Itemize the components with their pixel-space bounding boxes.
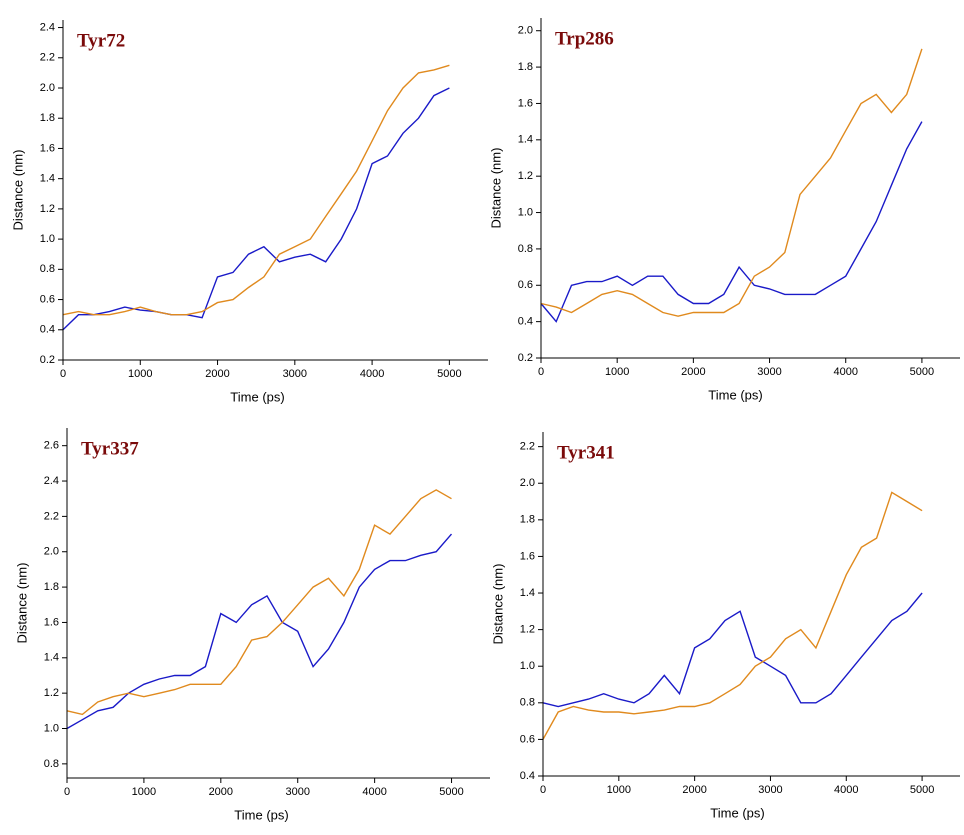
y-tick-label: 1.8	[44, 581, 59, 593]
x-tick-label: 4000	[833, 366, 857, 378]
x-tick-label: 4000	[834, 784, 858, 796]
x-tick-label: 5000	[439, 786, 463, 798]
panel: 0 1000 2000 3000 4000 5000 0.4 0.6 0.8 1.0 1.2 1.4 1…	[490, 432, 960, 820]
data-line	[540, 121, 923, 323]
y-tick-label: 2.2	[44, 510, 59, 522]
data-line	[62, 87, 450, 331]
chart-title: Tyr337	[81, 438, 139, 459]
y-tick-label: 1.2	[44, 687, 59, 699]
x-tick-label: 2000	[682, 784, 706, 796]
y-tick-label: 0.2	[518, 352, 533, 364]
panel: 0 1000 2000 3000 4000 5000 0.2 0.4 0.6 0.8 1.0 1.2 1…	[488, 18, 960, 402]
y-tick-label: 1.4	[518, 134, 533, 146]
y-tick-label: 1.4	[40, 173, 55, 185]
y-tick-label: 1.4	[520, 587, 535, 599]
x-tick-label: 0	[540, 784, 546, 796]
y-tick-label: 1.2	[518, 170, 533, 182]
y-tick-label: 1.8	[40, 112, 55, 124]
x-tick-label: 3000	[757, 366, 781, 378]
y-tick-label: 1.0	[520, 660, 535, 672]
x-tick-label: 5000	[910, 784, 934, 796]
data-line	[66, 489, 452, 716]
y-tick-label: 1.6	[518, 97, 533, 109]
y-tick-label: 0.6	[520, 733, 535, 745]
y-tick-label: 0.8	[40, 263, 55, 275]
x-tick-label: 2000	[681, 366, 705, 378]
x-tick-label: 4000	[362, 786, 386, 798]
y-tick-label: 2.2	[520, 441, 535, 453]
y-tick-label: 1.0	[40, 233, 55, 245]
x-tick-label: 1000	[132, 786, 156, 798]
y-tick-label: 0.4	[520, 770, 535, 782]
y-tick-label: 0.4	[518, 316, 533, 328]
x-tick-label: 5000	[437, 368, 461, 380]
y-tick-label: 2.2	[40, 52, 55, 64]
x-axis-label: Time (ps)	[710, 805, 764, 820]
y-axis-label: Distance (nm)	[490, 564, 505, 645]
chart-title: Tyr341	[557, 442, 615, 463]
y-tick-label: 2.6	[44, 440, 59, 452]
x-tick-label: 2000	[209, 786, 233, 798]
panel: 0 1000 2000 3000 4000 5000 0.8 1.0 1.2 1.4 1.6 1.8 2…	[14, 428, 490, 822]
data-line	[542, 491, 923, 740]
x-tick-label: 3000	[283, 368, 307, 380]
y-axis-label: Distance (nm)	[488, 148, 503, 229]
x-tick-label: 4000	[360, 368, 384, 380]
y-axis-label: Distance (nm)	[14, 563, 29, 644]
data-line	[540, 48, 923, 317]
x-tick-label: 3000	[758, 784, 782, 796]
panel: 0 1000 2000 3000 4000 5000 0.2 0.4 0.6 0.8 1.0 1.2 1…	[10, 20, 488, 404]
x-tick-label: 2000	[205, 368, 229, 380]
x-tick-label: 0	[60, 368, 66, 380]
y-tick-label: 2.0	[518, 25, 533, 37]
y-tick-label: 1.0	[518, 206, 533, 218]
y-tick-label: 1.2	[520, 624, 535, 636]
data-line	[542, 592, 923, 708]
y-tick-label: 2.0	[40, 82, 55, 94]
x-tick-label: 3000	[285, 786, 309, 798]
y-tick-label: 1.6	[44, 616, 59, 628]
y-tick-label: 0.6	[40, 293, 55, 305]
y-tick-label: 1.6	[520, 550, 535, 562]
y-tick-label: 0.8	[520, 697, 535, 709]
x-tick-label: 1000	[128, 368, 152, 380]
x-tick-label: 1000	[605, 366, 629, 378]
y-tick-label: 0.8	[518, 243, 533, 255]
x-tick-label: 0	[538, 366, 544, 378]
y-tick-label: 1.8	[520, 514, 535, 526]
y-tick-label: 0.4	[40, 324, 55, 336]
x-axis-label: Time (ps)	[234, 807, 288, 822]
y-tick-label: 1.0	[44, 722, 59, 734]
y-tick-label: 0.8	[44, 758, 59, 770]
y-tick-label: 2.4	[44, 475, 59, 487]
y-tick-label: 0.2	[40, 354, 55, 366]
y-tick-label: 1.8	[518, 61, 533, 73]
y-tick-label: 1.2	[40, 203, 55, 215]
data-line	[62, 64, 450, 316]
chart-title: Tyr72	[77, 30, 125, 51]
y-tick-label: 0.6	[518, 279, 533, 291]
data-line	[66, 533, 453, 730]
y-tick-label: 1.4	[44, 652, 59, 664]
y-tick-label: 1.6	[40, 142, 55, 154]
y-tick-label: 2.4	[40, 21, 55, 33]
y-tick-label: 2.0	[44, 546, 59, 558]
x-axis-label: Time (ps)	[708, 387, 762, 402]
y-tick-label: 2.0	[520, 477, 535, 489]
chart-title: Trp286	[555, 28, 614, 49]
x-tick-label: 0	[64, 786, 70, 798]
x-tick-label: 1000	[607, 784, 631, 796]
x-tick-label: 5000	[910, 366, 934, 378]
y-axis-label: Distance (nm)	[10, 150, 25, 231]
x-axis-label: Time (ps)	[230, 389, 284, 404]
